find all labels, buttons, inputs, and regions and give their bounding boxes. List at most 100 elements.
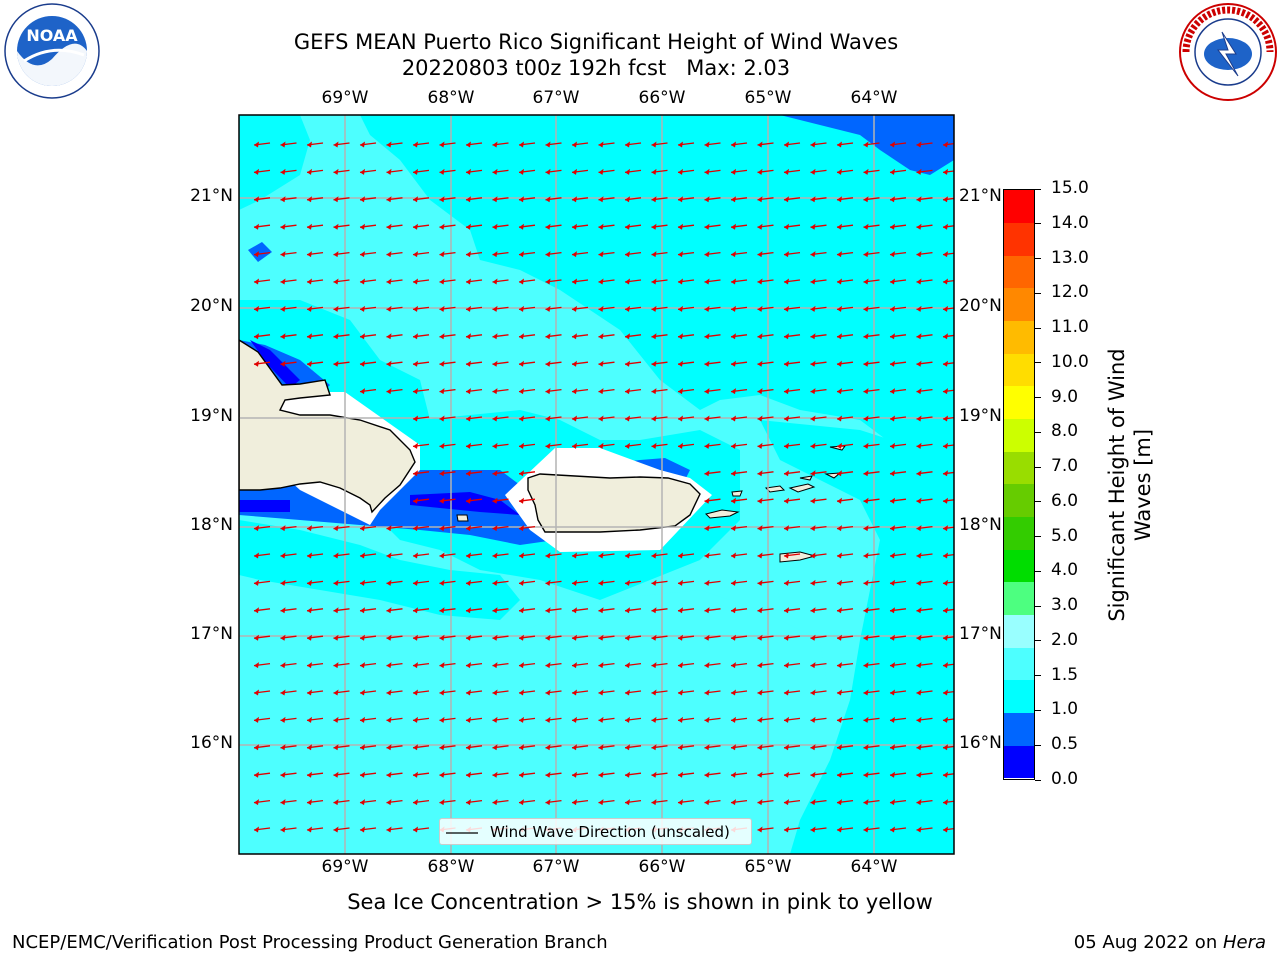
- wave-direction-arrowhead: [545, 716, 551, 723]
- wave-direction-arrowhead: [360, 744, 365, 751]
- wave-direction-arrowhead: [466, 415, 471, 422]
- wave-direction-arrowhead: [943, 826, 948, 833]
- colorbar-segment: [1004, 190, 1034, 224]
- wave-direction-arrowhead: [519, 716, 524, 723]
- wave-direction-arrowhead: [731, 716, 736, 723]
- wave-direction-arrowhead: [254, 360, 259, 367]
- wave-direction-arrowhead: [943, 278, 948, 285]
- wave-direction-arrowhead: [360, 689, 365, 696]
- wave-direction-arrowhead: [598, 662, 604, 669]
- wave-direction-arrowhead: [757, 415, 763, 422]
- wave-direction-arrowhead: [837, 278, 842, 285]
- wave-direction-arrowhead: [731, 744, 736, 751]
- wave-direction-arrowhead: [757, 662, 763, 669]
- wave-direction-arrowhead: [651, 744, 657, 751]
- wave-direction-arrowhead: [333, 744, 339, 751]
- wave-direction-arrowhead: [916, 251, 922, 258]
- lon-label: 68°W: [427, 857, 475, 877]
- wave-direction-arrowhead: [466, 744, 471, 751]
- wave-direction-arrowhead: [625, 305, 630, 312]
- wave-direction-arrowhead: [863, 442, 869, 449]
- wave-direction-arrowhead: [545, 196, 551, 203]
- wave-direction-arrowhead: [333, 552, 339, 559]
- wave-direction-arrowhead: [678, 305, 683, 312]
- wave-direction-arrowhead: [757, 168, 763, 175]
- wave-direction-arrowhead: [360, 716, 365, 723]
- colorbar-segment: [1004, 386, 1034, 420]
- wave-direction-arrowhead: [466, 470, 471, 477]
- wave-direction-arrowhead: [943, 442, 948, 449]
- chart-title: GEFS MEAN Puerto Rico Significant Height…: [293, 30, 899, 54]
- wave-direction-arrowhead: [837, 716, 842, 723]
- wave-direction-arrowhead: [625, 388, 630, 395]
- wave-direction-arrowhead: [890, 360, 895, 367]
- wave-direction-arrowhead: [916, 552, 922, 559]
- wave-direction-arrowhead: [704, 223, 710, 230]
- lon-label: 66°W: [638, 857, 686, 877]
- wave-direction-arrowhead: [625, 196, 630, 203]
- wave-direction-arrowhead: [519, 196, 524, 203]
- wave-direction-arrowhead: [572, 552, 577, 559]
- wave-direction-arrowhead: [651, 607, 657, 614]
- wave-direction-arrowhead: [386, 579, 392, 586]
- wave-direction-arrowhead: [784, 799, 789, 806]
- wave-direction-arrowhead: [943, 689, 948, 696]
- wave-direction-arrowhead: [863, 497, 869, 504]
- wave-direction-arrowhead: [943, 634, 948, 641]
- wave-direction-arrowhead: [598, 579, 604, 586]
- wave-direction-arrowhead: [360, 826, 365, 833]
- wave-direction-arrowhead: [598, 799, 604, 806]
- wave-direction-arrowhead: [731, 579, 736, 586]
- wave-direction-arrowhead: [916, 799, 922, 806]
- wave-direction-arrowhead: [731, 388, 736, 395]
- wave-direction-arrowhead: [492, 525, 498, 532]
- wave-direction-arrowhead: [731, 278, 736, 285]
- wave-direction-arrowhead: [863, 305, 869, 312]
- wave-direction-arrowhead: [810, 552, 816, 559]
- wave-direction-arrowhead: [651, 305, 657, 312]
- footer-right: 05 Aug 2022 on Hera: [1074, 932, 1266, 953]
- wave-direction-arrowhead: [810, 799, 816, 806]
- wave-direction-arrowhead: [254, 771, 259, 778]
- wave-direction-arrowhead: [466, 525, 471, 532]
- wave-direction-arrowhead: [916, 771, 922, 778]
- wave-direction-arrowhead: [280, 607, 286, 614]
- colorbar-tick-label: 5.0: [1051, 525, 1079, 546]
- wave-direction-arrowhead: [307, 662, 312, 669]
- wave-direction-arrowhead: [386, 388, 392, 395]
- wave-direction-arrowhead: [678, 141, 683, 148]
- wave-direction-arrowhead: [492, 552, 498, 559]
- wave-direction-arrowhead: [784, 579, 789, 586]
- wave-direction-arrowhead: [545, 579, 551, 586]
- wave-direction-arrowhead: [254, 333, 259, 340]
- wave-direction-arrowhead: [307, 579, 312, 586]
- wave-direction-arrowhead: [863, 223, 869, 230]
- wave-direction-arrowhead: [784, 552, 789, 559]
- wave-direction-arrowhead: [810, 442, 816, 449]
- colorbar-segment: [1004, 320, 1034, 354]
- wave-direction-arrowhead: [784, 525, 789, 532]
- wave-direction-arrowhead: [651, 223, 657, 230]
- wave-direction-arrowhead: [492, 662, 498, 669]
- wave-direction-arrowhead: [625, 278, 630, 285]
- wave-direction-arrowhead: [572, 141, 577, 148]
- wave-direction-arrowhead: [492, 360, 498, 367]
- wave-direction-arrowhead: [863, 579, 869, 586]
- lon-label: 64°W: [850, 857, 898, 877]
- wave-direction-arrowhead: [731, 689, 736, 696]
- wave-direction-arrowhead: [254, 826, 259, 833]
- wave-direction-arrowhead: [943, 716, 948, 723]
- lat-labels-right: 21°N 20°N 19°N 18°N 17°N 16°N: [959, 0, 1003, 960]
- wave-direction-arrowhead: [890, 579, 895, 586]
- wave-direction-arrowhead: [890, 744, 895, 751]
- wave-direction-arrowhead: [704, 744, 710, 751]
- wave-direction-arrowhead: [916, 442, 922, 449]
- wave-direction-arrowhead: [943, 168, 948, 175]
- wave-direction-arrowhead: [625, 168, 630, 175]
- lat-label: 21°N: [959, 186, 1002, 206]
- wave-direction-arrowhead: [519, 305, 524, 312]
- wave-direction-arrowhead: [439, 168, 445, 175]
- chart-subtitle: 20220803 t00z 192h fcst Max: 2.03: [401, 56, 791, 80]
- hispaniola-land: [239, 339, 416, 514]
